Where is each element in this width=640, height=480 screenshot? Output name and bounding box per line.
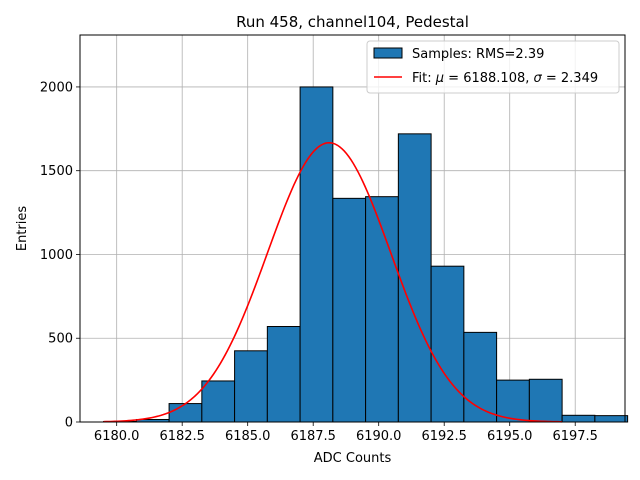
x-tick-label: 6192.5 bbox=[421, 429, 467, 444]
x-tick-label: 6195.0 bbox=[487, 429, 533, 444]
histogram-bar bbox=[528, 378, 563, 423]
x-tick-label: 6185.0 bbox=[225, 429, 271, 444]
legend-fit-sigma-symbol: σ bbox=[534, 71, 543, 86]
x-tick-label: 6197.5 bbox=[552, 429, 598, 444]
histogram-bar bbox=[561, 414, 596, 423]
y-tick-label: 1000 bbox=[40, 248, 73, 263]
fit-curve-layer bbox=[103, 141, 563, 423]
histogram-bar bbox=[594, 415, 629, 423]
y-axis-ticks: 0 500 1000 1500 2000 bbox=[40, 80, 80, 431]
x-tick-label: 6182.5 bbox=[159, 429, 205, 444]
histogram-bar bbox=[430, 265, 465, 423]
y-tick-label: 0 bbox=[65, 416, 73, 431]
y-axis-label: Entries bbox=[15, 206, 30, 252]
legend-fit-mu-symbol: μ bbox=[435, 71, 444, 86]
legend: Samples: RMS=2.39 Fit: μ = 6188.108, σ =… bbox=[366, 40, 620, 94]
histogram-bar bbox=[234, 350, 268, 423]
legend-box bbox=[366, 40, 620, 94]
legend-fit-prefix: Fit: bbox=[412, 71, 436, 86]
histogram-bar bbox=[332, 197, 367, 423]
histogram-bar bbox=[463, 331, 498, 423]
histogram-bar bbox=[397, 133, 432, 423]
histogram-bar bbox=[168, 403, 203, 423]
y-tick-label: 2000 bbox=[40, 80, 73, 95]
legend-fit-sigma-value: = 2.349 bbox=[542, 71, 598, 86]
x-tick-label: 6187.5 bbox=[290, 429, 336, 444]
x-tick-label: 6180.0 bbox=[94, 429, 140, 444]
histogram-bar bbox=[201, 380, 236, 423]
gaussian-fit-curve bbox=[103, 141, 563, 423]
x-tick-label: 6190.0 bbox=[356, 429, 402, 444]
histogram-bar bbox=[299, 86, 334, 423]
legend-fit-mu-value: = 6188.108, bbox=[444, 71, 533, 86]
y-tick-label: 500 bbox=[48, 332, 73, 347]
histogram-bars bbox=[103, 86, 629, 423]
chart-title: Run 458, channel104, Pedestal bbox=[236, 13, 469, 31]
histogram-bar bbox=[266, 326, 301, 423]
plot-frame bbox=[79, 34, 626, 423]
x-axis-label: ADC Counts bbox=[314, 451, 392, 466]
legend-fit-label: Fit: μ = 6188.108, σ = 2.349 bbox=[412, 71, 598, 86]
legend-histogram-label: Samples: RMS=2.39 bbox=[412, 47, 544, 62]
y-tick-label: 1500 bbox=[40, 164, 73, 179]
legend-histogram-swatch bbox=[373, 47, 403, 59]
x-axis-ticks: 6180.0 6182.5 6185.0 6187.5 6190.0 6192.5 6195… bbox=[94, 422, 598, 444]
